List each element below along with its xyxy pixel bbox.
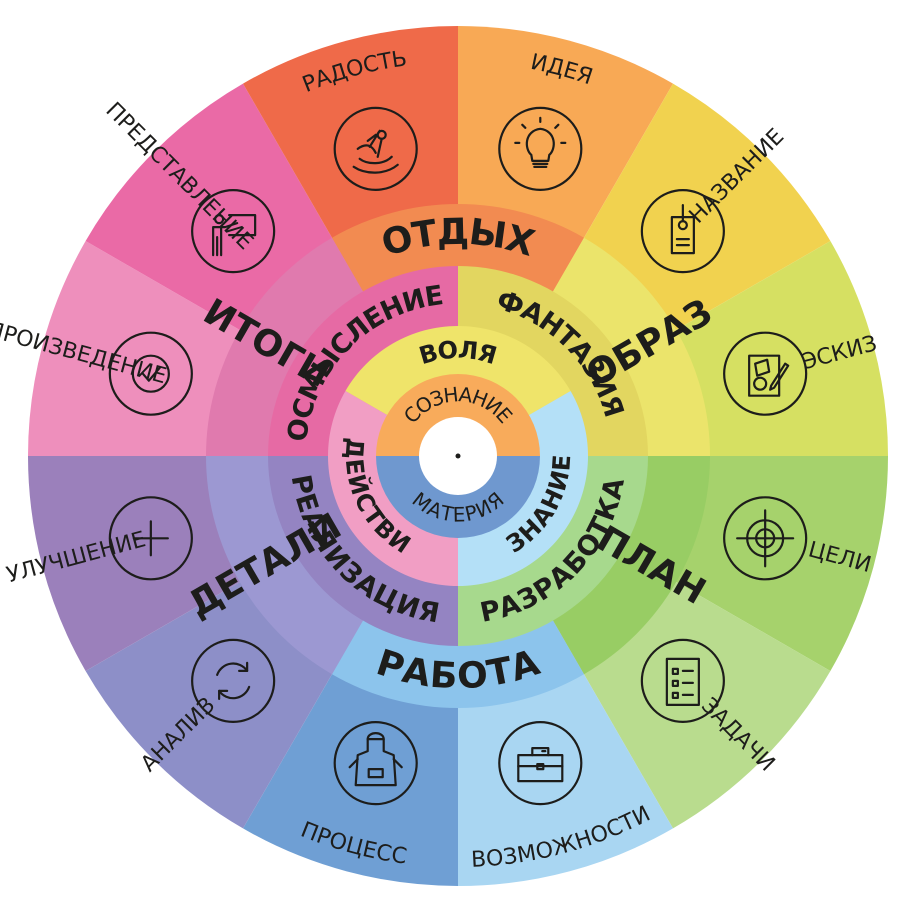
core-sector-bottom [376, 456, 540, 538]
lightbulb-icon [498, 106, 583, 191]
tag-icon [640, 189, 725, 274]
core-sector-top [376, 374, 540, 456]
toolbox-icon [498, 721, 583, 806]
plus-icon [108, 496, 193, 581]
checkmark-icon [108, 331, 193, 416]
checklist-icon [640, 638, 725, 723]
sketch-icon [723, 331, 808, 416]
cycle-arrows-icon [191, 638, 276, 723]
wheel-icons [108, 106, 808, 806]
presenter-icon [191, 189, 276, 274]
wheel-sectors [28, 25, 888, 886]
kayak-icon [333, 106, 418, 191]
apron-icon [333, 721, 418, 806]
target-icon [723, 496, 808, 581]
center-dot [455, 453, 461, 459]
